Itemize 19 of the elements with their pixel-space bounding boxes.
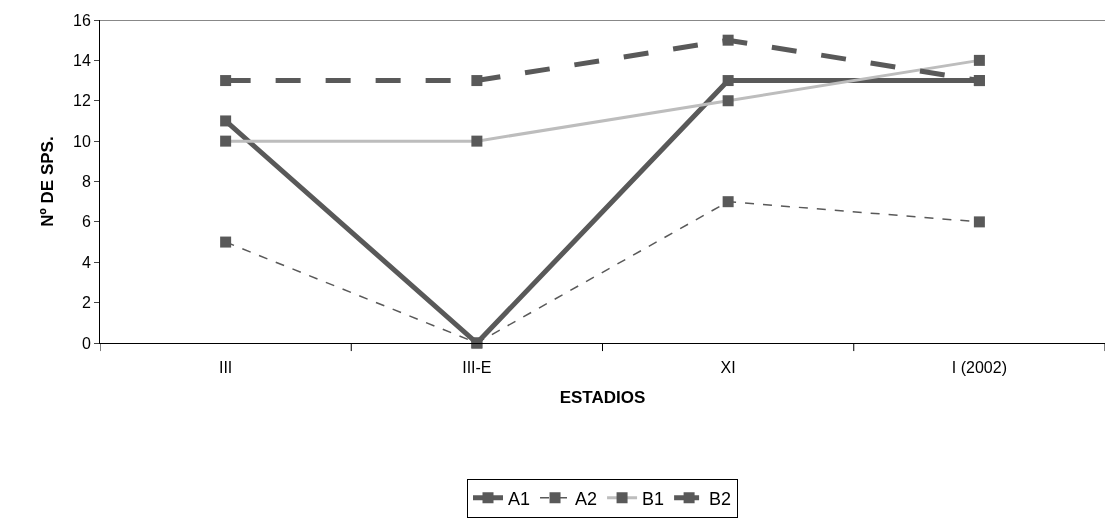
y-axis-title: Nº DE SPS. xyxy=(37,136,57,227)
x-tick-label: III xyxy=(218,359,233,377)
legend-label: A2 xyxy=(575,488,598,509)
x-tick-label: I (2002) xyxy=(951,359,1007,377)
y-tick-label: 12 xyxy=(73,92,91,110)
x-tick-label: XI xyxy=(720,359,736,377)
y-tick-label: 10 xyxy=(73,132,91,150)
legend-label: B1 xyxy=(642,488,665,509)
legend-label: A1 xyxy=(508,488,531,509)
y-tick-label: 8 xyxy=(81,173,91,191)
legend-label: B2 xyxy=(709,488,732,509)
x-axis-title: ESTADIOS xyxy=(559,387,646,407)
y-tick-label: 2 xyxy=(81,294,91,312)
y-tick-label: 6 xyxy=(81,213,91,231)
y-tick-label: 14 xyxy=(73,51,91,69)
x-tick-label: III-E xyxy=(462,359,492,377)
y-tick-label: 4 xyxy=(81,253,91,271)
y-tick-label: 0 xyxy=(81,334,91,352)
y-tick-label: 16 xyxy=(73,11,91,29)
